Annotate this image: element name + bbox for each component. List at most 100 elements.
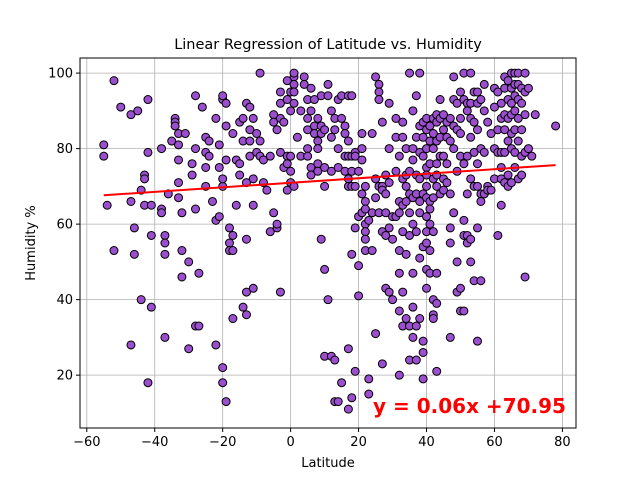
data-point — [401, 196, 411, 206]
data-point — [405, 230, 415, 240]
data-point — [102, 200, 112, 210]
data-point — [455, 129, 465, 139]
data-point — [394, 151, 404, 161]
y-tick-label: 60 — [56, 218, 73, 233]
data-point — [472, 159, 482, 169]
data-point — [337, 378, 347, 388]
data-point — [228, 129, 238, 139]
data-point — [357, 144, 367, 154]
data-point — [333, 144, 343, 154]
data-point — [286, 106, 296, 116]
data-point — [303, 125, 313, 135]
points-layer — [99, 68, 561, 414]
data-point — [459, 215, 469, 225]
data-point — [384, 178, 394, 188]
data-point — [143, 378, 153, 388]
data-point — [381, 170, 391, 180]
data-point — [371, 72, 381, 82]
data-point — [493, 87, 503, 97]
data-point — [129, 223, 139, 233]
data-point — [439, 125, 449, 135]
data-point — [218, 174, 228, 184]
data-point — [422, 283, 432, 293]
data-point — [384, 144, 394, 154]
ticks-layer: −60 −40 −20 0 20 40 60 80 20 40 60 80 100 — [48, 67, 571, 450]
data-point — [354, 291, 364, 301]
data-point — [442, 159, 452, 169]
data-point — [506, 178, 516, 188]
data-point — [479, 147, 489, 157]
data-point — [418, 151, 428, 161]
data-point — [214, 162, 224, 172]
data-point — [160, 238, 170, 248]
data-point — [157, 144, 167, 154]
data-point — [204, 136, 214, 146]
data-point — [439, 110, 449, 120]
y-tick-label: 80 — [56, 142, 73, 157]
data-point — [235, 159, 245, 169]
data-point — [343, 136, 353, 146]
data-point — [523, 83, 533, 93]
data-point — [194, 268, 204, 278]
data-point — [425, 204, 435, 214]
data-point — [394, 246, 404, 256]
data-point — [428, 144, 438, 154]
data-point — [479, 106, 489, 116]
data-point — [330, 355, 340, 365]
data-point — [126, 340, 136, 350]
data-point — [455, 87, 465, 97]
data-point — [428, 193, 438, 203]
data-point — [411, 355, 421, 365]
data-point — [466, 68, 476, 78]
data-point — [510, 106, 520, 116]
data-point — [506, 98, 516, 108]
data-point — [408, 155, 418, 165]
data-point — [326, 166, 336, 176]
data-point — [350, 223, 360, 233]
data-point — [109, 76, 119, 86]
data-point — [520, 68, 530, 78]
data-point — [381, 230, 391, 240]
data-point — [337, 113, 347, 123]
data-point — [265, 151, 275, 161]
data-point — [248, 174, 258, 184]
data-point — [384, 223, 394, 233]
data-point — [231, 200, 241, 210]
data-point — [432, 159, 442, 169]
data-point — [306, 106, 316, 116]
data-point — [428, 314, 438, 324]
data-point — [462, 151, 472, 161]
data-point — [320, 162, 330, 172]
data-point — [500, 125, 510, 135]
data-point — [289, 68, 299, 78]
data-point — [551, 121, 561, 131]
data-point — [388, 295, 398, 305]
data-point — [466, 234, 476, 244]
data-point — [418, 336, 428, 346]
data-point — [520, 272, 530, 282]
data-point — [439, 185, 449, 195]
data-point — [493, 230, 503, 240]
data-point — [136, 295, 146, 305]
data-point — [422, 212, 432, 222]
data-point — [408, 268, 418, 278]
data-point — [415, 208, 425, 218]
data-point — [197, 102, 207, 112]
data-point — [289, 87, 299, 97]
data-point — [455, 113, 465, 123]
data-point — [238, 302, 248, 312]
data-point — [391, 113, 401, 123]
data-point — [160, 332, 170, 342]
data-point — [272, 219, 282, 229]
data-point — [323, 79, 333, 89]
data-point — [462, 189, 472, 199]
data-point — [99, 140, 109, 150]
data-point — [252, 129, 262, 139]
data-point — [377, 117, 387, 127]
data-point — [211, 113, 221, 123]
data-point — [439, 151, 449, 161]
data-point — [445, 332, 455, 342]
data-point — [248, 200, 258, 210]
data-point — [354, 166, 364, 176]
